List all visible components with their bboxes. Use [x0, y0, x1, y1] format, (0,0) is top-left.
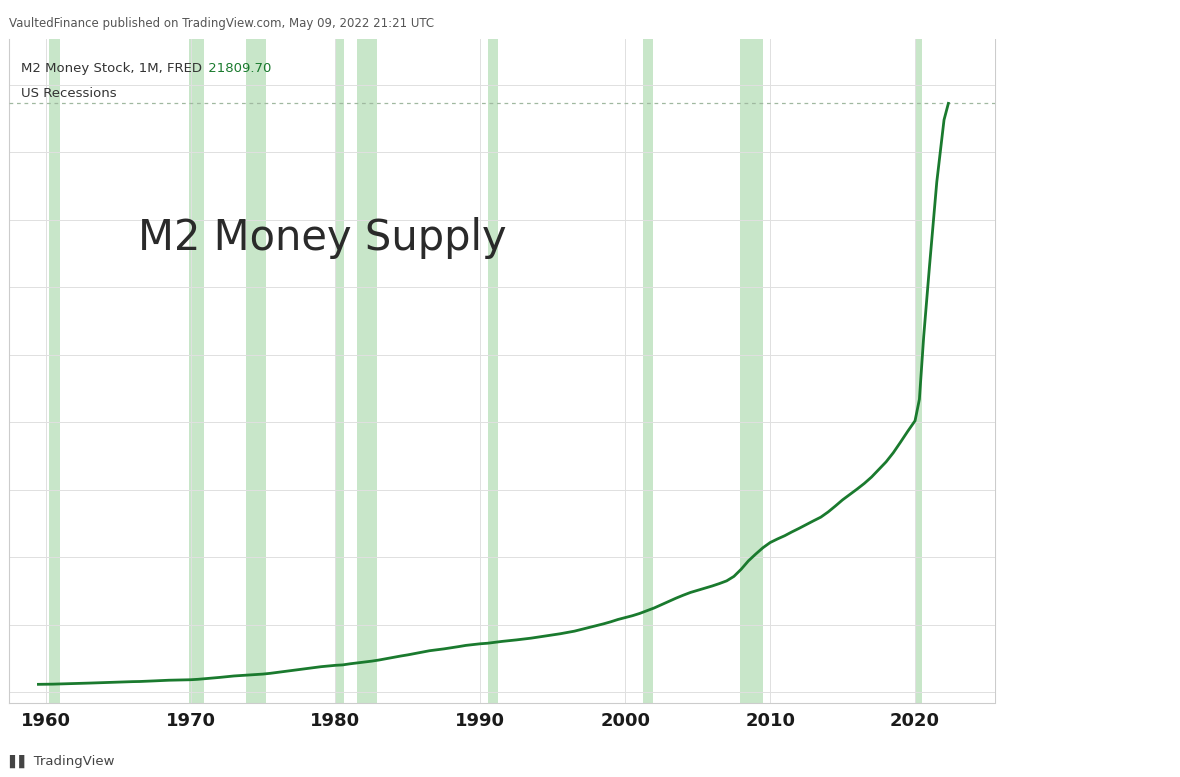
Bar	[643, 39, 653, 703]
Text: M2 Money Supply: M2 Money Supply	[138, 217, 506, 260]
Bar	[245, 39, 266, 703]
Bar	[335, 39, 345, 703]
Text: ▌▌ TradingView: ▌▌ TradingView	[9, 754, 114, 768]
Bar	[358, 39, 378, 703]
Text: 21809.70: 21809.70	[203, 62, 271, 75]
Bar	[189, 39, 204, 703]
Text: US Recessions: US Recessions	[21, 87, 117, 99]
Bar	[50, 39, 60, 703]
Bar	[487, 39, 498, 703]
Text: VaultedFinance published on TradingView.com, May 09, 2022 21:21 UTC: VaultedFinance published on TradingView.…	[9, 17, 434, 30]
Bar	[740, 39, 763, 703]
Text: M2 Money Stock, 1M, FRED: M2 Money Stock, 1M, FRED	[21, 62, 202, 75]
Bar	[917, 39, 923, 703]
